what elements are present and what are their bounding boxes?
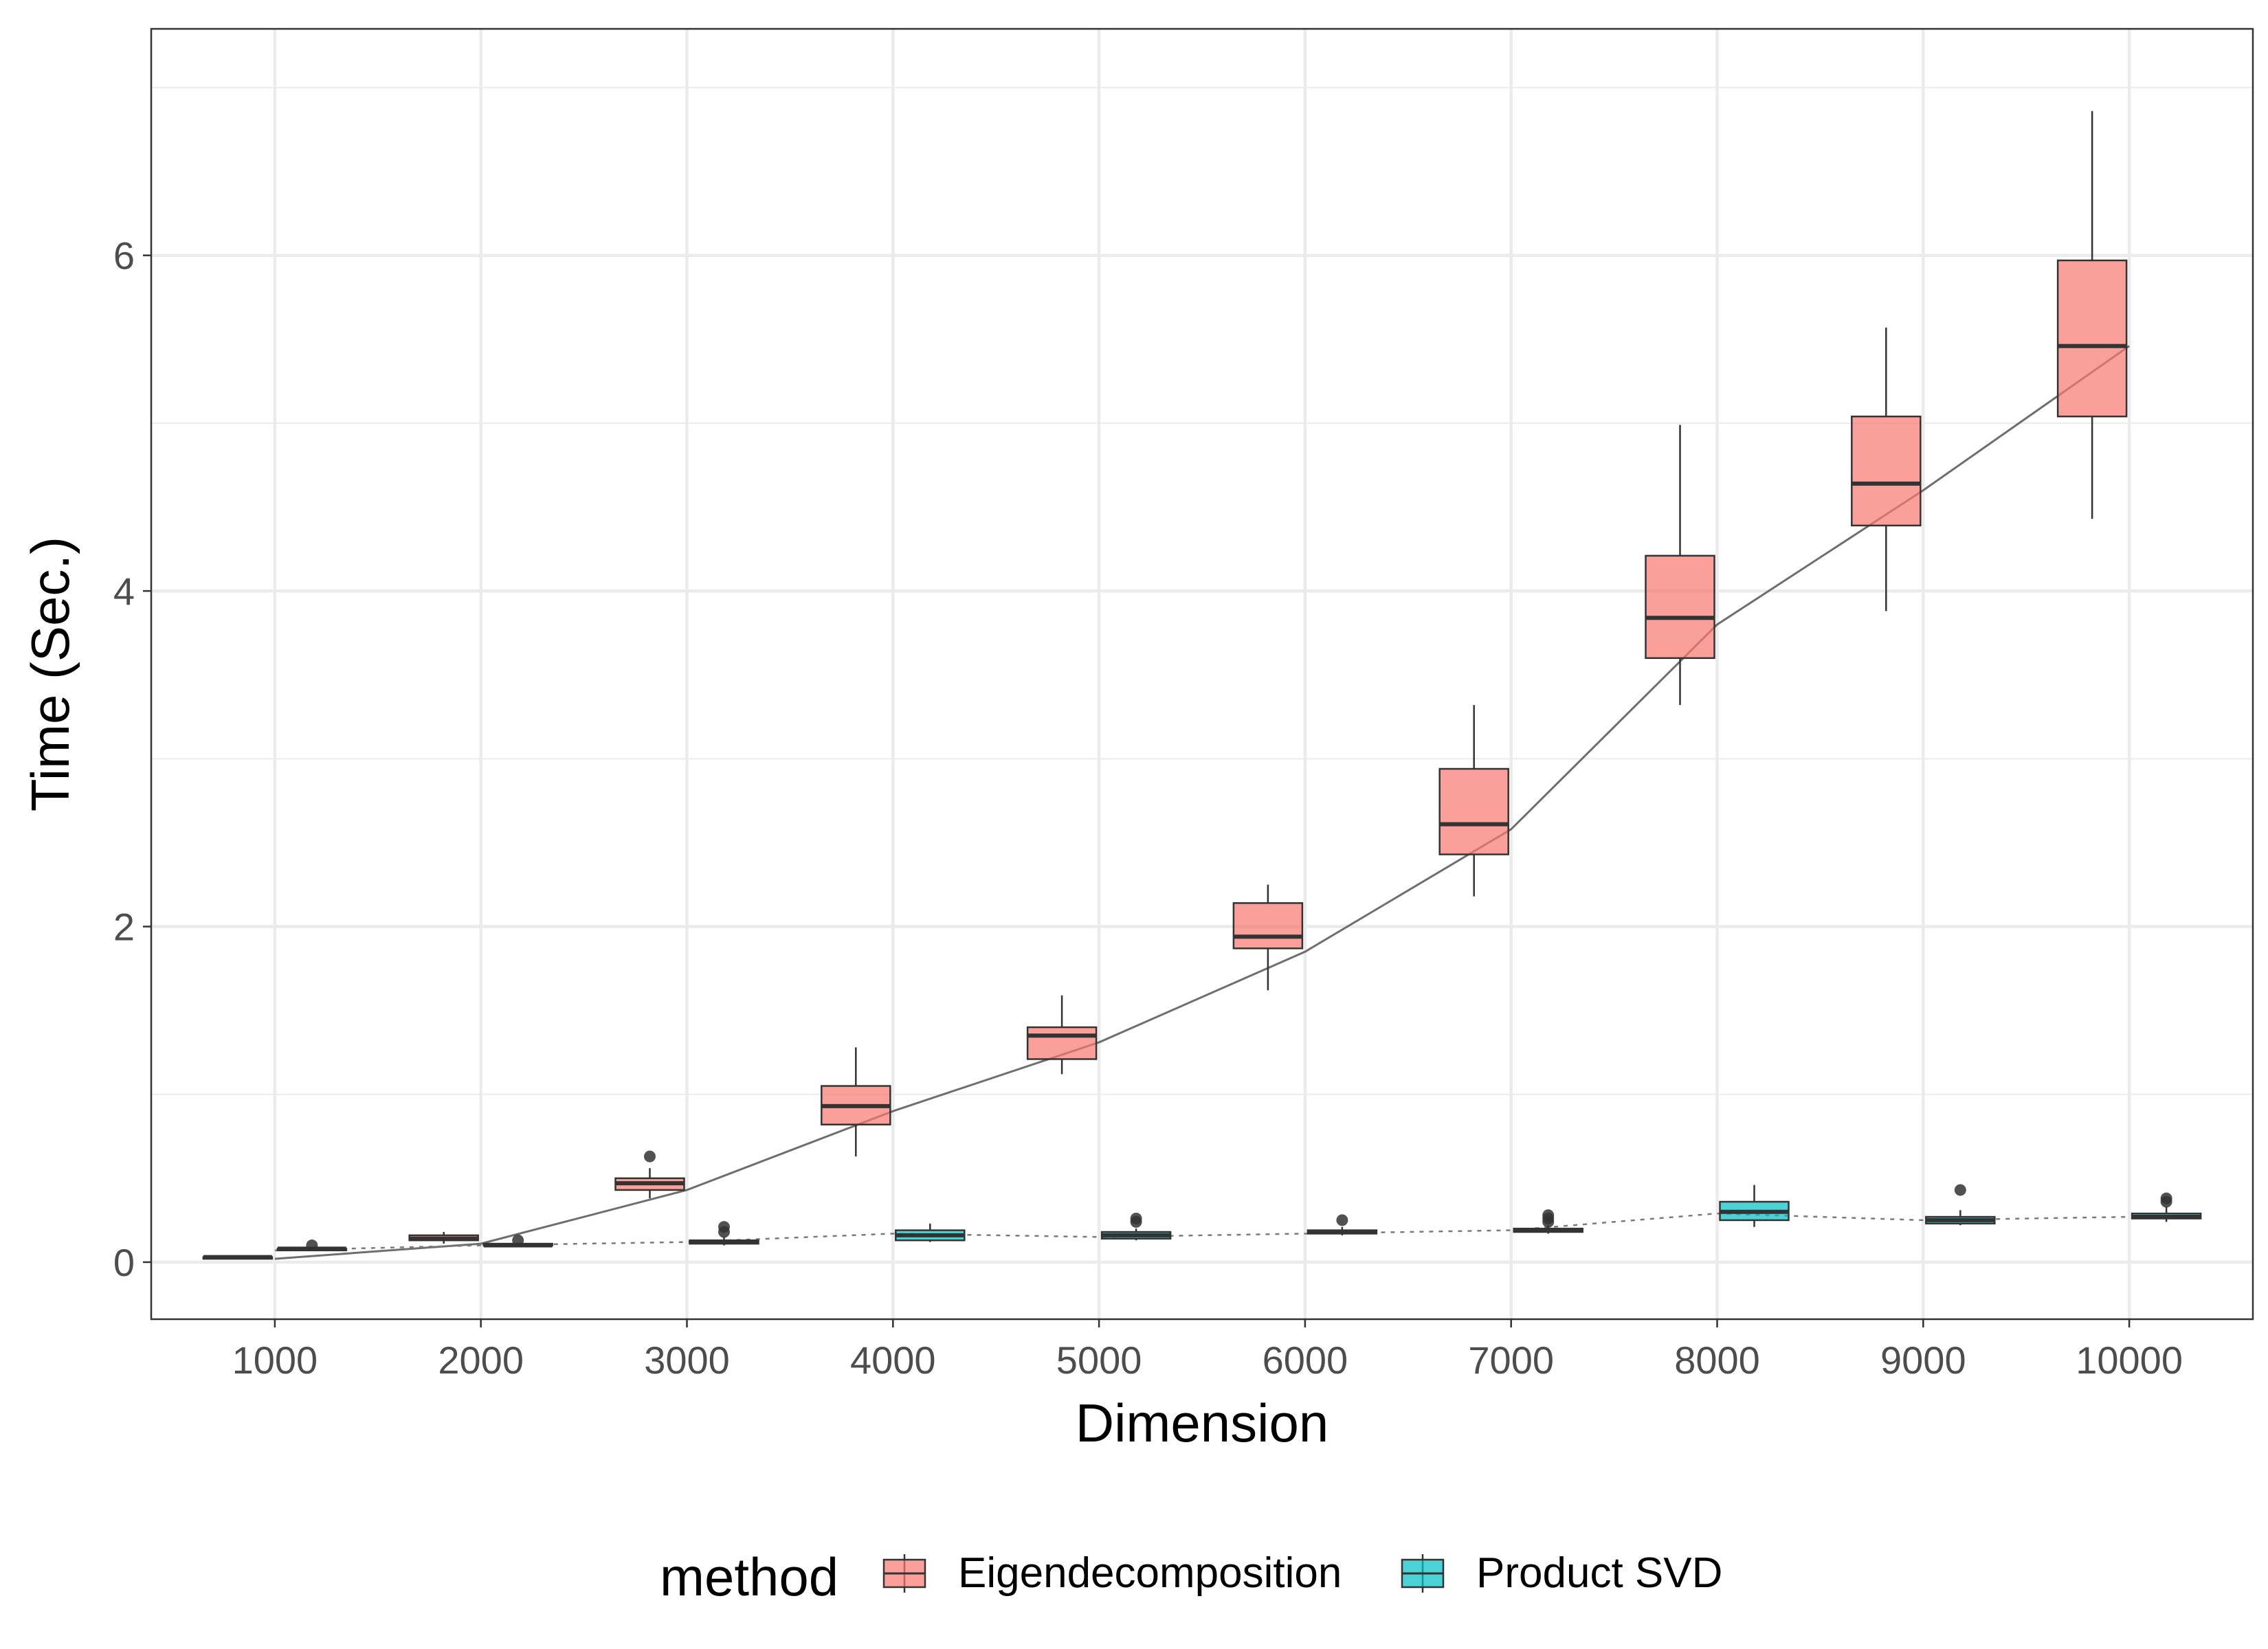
y-axis: 0 2 4 6 [113,234,151,1284]
y-tick-label: 0 [113,1241,135,1284]
outlier-point [306,1239,318,1252]
x-tick-label: 1000 [232,1338,318,1382]
box [1026,1026,1098,1060]
x-tick-label: 5000 [1056,1338,1142,1382]
y-tick-label: 2 [113,906,135,949]
legend-entry-label: Eigendecomposition [958,1549,1342,1597]
y-axis-title: Time (Sec.) [20,537,80,811]
outlier-point [1130,1212,1142,1224]
box [1645,554,1715,660]
legend-title: method [660,1547,838,1607]
outlier-point [2160,1192,2172,1204]
plot-panel [151,29,2253,1319]
x-axis-title: Dimension [1076,1393,1328,1453]
outlier-point [643,1150,656,1163]
x-tick-label: 3000 [644,1338,730,1382]
grid-lines [151,29,2253,1319]
outlier-point [512,1234,524,1246]
legend-entry-label: Product SVD [1476,1549,1722,1597]
box [1438,767,1509,855]
plot-border [150,27,2254,1321]
y-tick-label: 4 [113,570,135,613]
x-tick-label: 6000 [1263,1338,1348,1382]
outlier-point [1542,1209,1555,1222]
box [1851,415,1922,527]
trend-lines [274,345,2130,1260]
box-plots [202,111,2202,1260]
x-tick-label: 4000 [850,1338,936,1382]
outlier-point [1954,1184,1966,1196]
trend-line [274,345,2130,1260]
x-tick-label: 7000 [1468,1338,1554,1382]
outlier-point [1336,1214,1348,1226]
legend: method Eigendecomposition Product SVD [660,1547,1722,1607]
y-tick-label: 6 [113,234,135,278]
box [1232,902,1304,950]
x-tick-label: 10000 [2076,1338,2183,1382]
x-tick-label: 2000 [438,1338,524,1382]
x-tick-label: 8000 [1674,1338,1760,1382]
outlier-point [718,1221,730,1233]
trend-line [274,1212,2130,1252]
x-axis: 1000 2000 3000 4000 5000 6000 7000 8000 9000 1000… [232,1319,2183,1382]
box [2056,259,2128,418]
x-tick-label: 9000 [1880,1338,1966,1382]
